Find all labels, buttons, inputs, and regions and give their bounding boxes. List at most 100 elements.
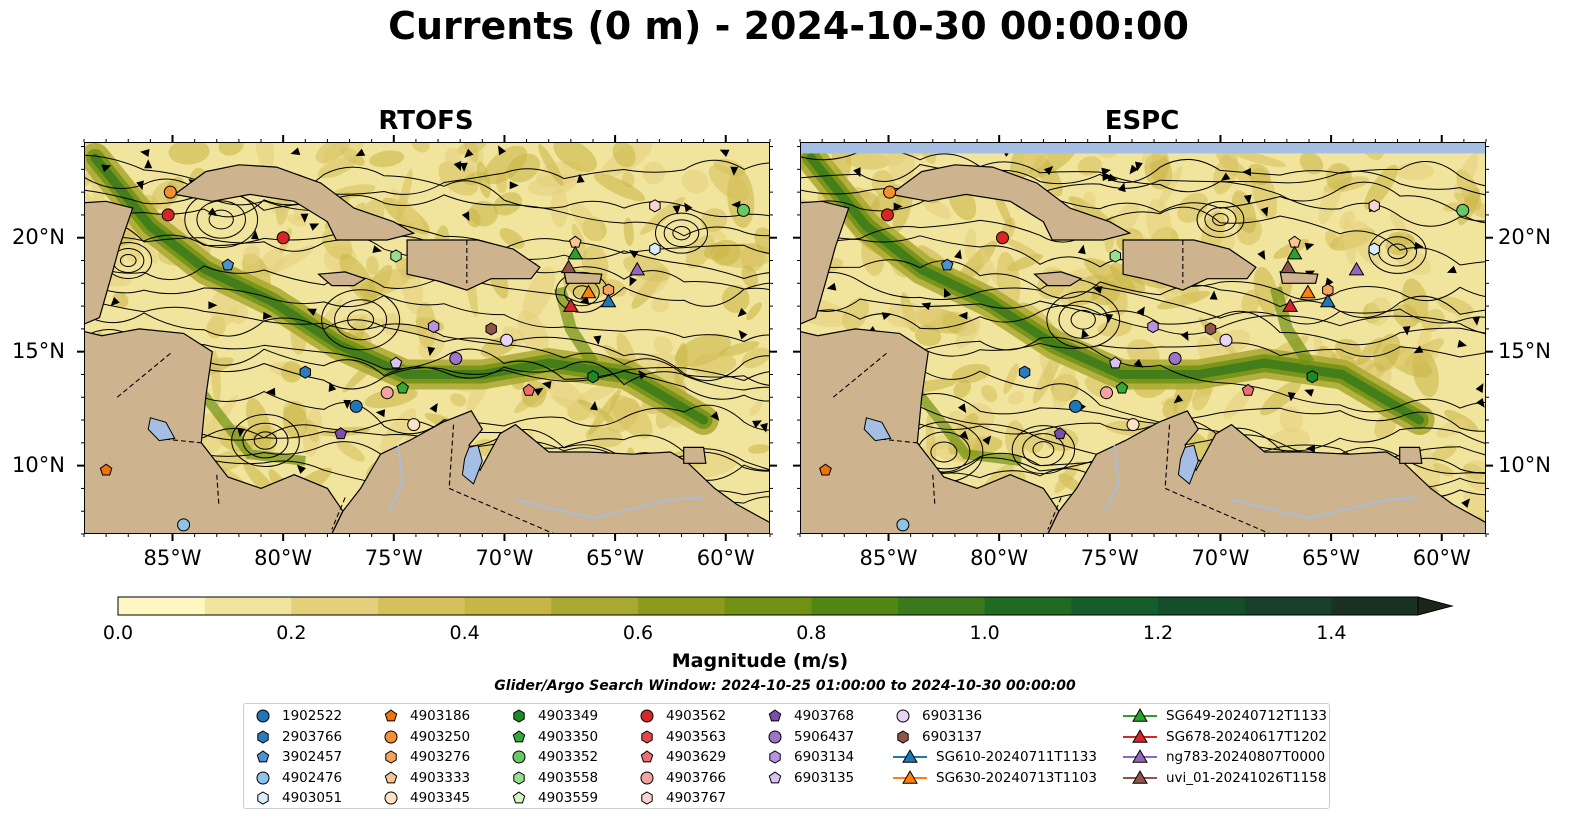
legend-item: 1902522 — [252, 706, 342, 726]
legend-label: SG649-20240712T1133 — [1166, 708, 1327, 724]
legend-marker — [640, 771, 654, 784]
legend-marker — [768, 730, 782, 743]
legend-item: 4903250 — [380, 727, 470, 747]
lon-tick-label-rtofs: 75°W — [364, 546, 423, 570]
legend-marker — [513, 770, 525, 785]
obs-6903135 — [389, 356, 403, 369]
colorbar-ticks: 0.0 0.2 0.4 0.6 0.8 1.0 1.2 1.4 — [0, 620, 1577, 648]
obs-4903349 — [1306, 370, 1318, 384]
obs-4903558 — [1109, 249, 1121, 263]
obs-ng783-20240807T0000 — [1348, 261, 1365, 276]
map-panel-rtofs — [84, 142, 770, 534]
triangle-marker-icon — [1123, 769, 1157, 784]
obs-4903562 — [995, 231, 1009, 245]
legend-item: SG610-20240711T1133 — [892, 747, 1097, 767]
colorbar-segment — [204, 597, 292, 615]
colorbar — [117, 596, 1454, 616]
lon-tick-label-rtofs: 80°W — [254, 546, 313, 570]
legend-label: 4903559 — [538, 790, 599, 806]
legend-item: SG649-20240712T1133 — [1122, 706, 1327, 726]
legend-item: 4903768 — [764, 706, 854, 726]
obs-4903352 — [736, 203, 750, 217]
circle-marker-icon — [256, 771, 270, 784]
legend-item: 4903558 — [508, 768, 598, 788]
obs-2903766 — [299, 365, 311, 379]
legend-label: 6903137 — [922, 728, 983, 745]
land-masses — [800, 164, 1486, 534]
legend-label: 4902476 — [282, 769, 343, 786]
lat-tick-label-espc: 20°N — [1498, 224, 1551, 249]
lon-tick-label-rtofs: 65°W — [586, 546, 645, 570]
legend-label: 4903562 — [666, 708, 727, 724]
legend-label: 4903768 — [794, 708, 855, 724]
obs-4902476 — [896, 518, 910, 532]
land-hispaniola — [1122, 239, 1257, 291]
obs-4903766 — [380, 386, 394, 400]
legend-item: 4903186 — [380, 706, 470, 726]
legend-label: 4903186 — [410, 708, 471, 724]
lat-tick-label-rtofs: 15°N — [12, 338, 65, 363]
legend-item: 4903563 — [636, 727, 726, 747]
land-trinidad — [1399, 446, 1423, 464]
legend-label: 4903558 — [538, 769, 599, 786]
land-jamaica — [1033, 271, 1083, 287]
colorbar-label: Magnitude (m/s) — [671, 650, 849, 672]
circle-marker-icon — [256, 709, 270, 723]
obs-4903186 — [99, 463, 113, 476]
obs-1902522 — [349, 399, 363, 413]
circle-marker-icon — [384, 730, 398, 743]
legend-item: 6903136 — [892, 706, 982, 726]
legend-marker — [384, 730, 398, 743]
hexagon-marker-icon — [513, 770, 525, 785]
pentagon-marker-icon — [768, 709, 782, 722]
legend-item: 4903352 — [508, 747, 598, 767]
obs-ng783-20240807T0000 — [629, 261, 646, 276]
legend-label: uvi_01-20241026T1158 — [1166, 769, 1327, 786]
legend-label: 4903349 — [538, 708, 599, 724]
pentagon-marker-icon — [512, 729, 526, 742]
colorbar-tick-label: 0.4 — [449, 622, 480, 644]
pentagon-marker-icon — [512, 791, 526, 804]
legend-label: SG678-20240617T1202 — [1166, 728, 1327, 745]
colorbar-segment — [1158, 597, 1246, 615]
lat-tick-label-espc: 15°N — [1498, 338, 1551, 363]
obs-1902522 — [1069, 399, 1083, 413]
land-puertorico — [563, 271, 603, 284]
legend-label: 4903333 — [410, 769, 471, 786]
legend-item: 4903276 — [380, 747, 470, 767]
obs-4903345 — [1126, 418, 1140, 432]
obs-SG610-20240711T1133 — [1319, 293, 1336, 308]
colorbar-tick-label: 0.0 — [102, 622, 134, 644]
legend-item: 4903350 — [508, 727, 598, 747]
obs-4903562 — [880, 208, 894, 222]
obs-4903562 — [161, 208, 175, 222]
circle-marker-icon — [512, 750, 526, 764]
obs-4903186 — [819, 463, 832, 476]
pentagon-marker-icon — [256, 750, 270, 763]
obs-3902457 — [940, 258, 954, 271]
legend-item: 4903766 — [636, 768, 726, 788]
lon-tick-label-espc: 85°W — [859, 546, 918, 570]
legend-label: 5906437 — [794, 728, 855, 745]
lat-tick-label-espc: 10°N — [1498, 452, 1551, 477]
legend-item: 6903137 — [892, 727, 982, 747]
legend-marker — [641, 729, 653, 744]
legend-label: 4903350 — [538, 728, 599, 745]
land-trinidad — [683, 446, 707, 464]
colorbar-segment — [378, 597, 466, 615]
lake-maracaibo — [461, 444, 483, 485]
legend-marker — [512, 750, 526, 764]
obs-4903250 — [163, 185, 177, 199]
lon-tick-label-rtofs: 60°W — [696, 546, 755, 570]
legend-marker — [640, 709, 654, 723]
colorbar-segment — [724, 597, 812, 615]
obs-4903250 — [883, 185, 897, 199]
colorbar-tick-label: 1.0 — [969, 622, 1000, 644]
legend-marker — [896, 709, 910, 723]
lon-tick-label-espc: 75°W — [1080, 546, 1139, 570]
obs-SG649-20240712T1133 — [567, 245, 584, 260]
obs-5906437 — [449, 352, 463, 366]
legend: 1902522 2903766 3902457 4902476 4903051 49031… — [243, 703, 1330, 809]
colorbar-segment — [1244, 597, 1332, 615]
pentagon-marker-icon — [384, 709, 398, 722]
